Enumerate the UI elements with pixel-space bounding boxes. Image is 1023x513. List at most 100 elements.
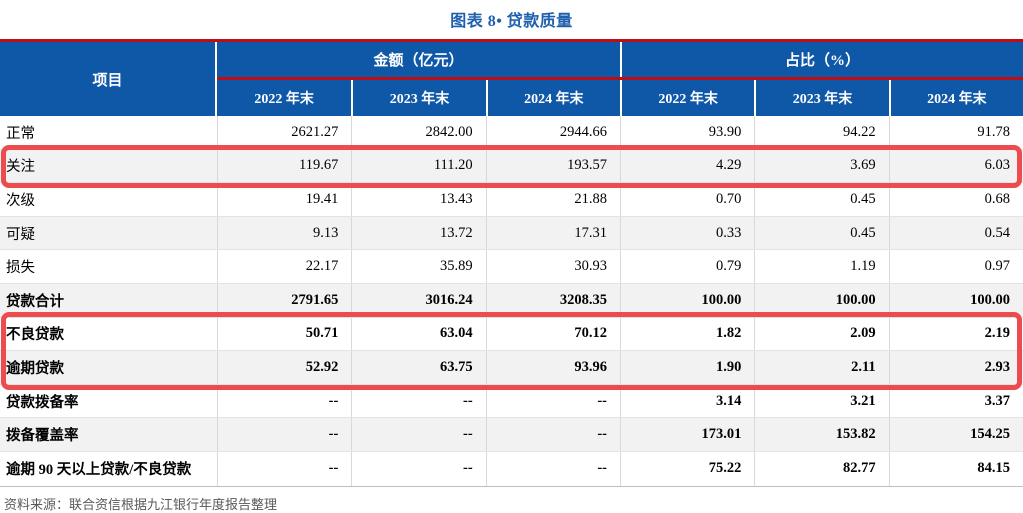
- table-row-overdue-loans: 逾期贷款 52.92 63.75 93.96 1.90 2.11 2.93: [0, 351, 1023, 385]
- cell: 91.78: [888, 116, 1023, 149]
- cell: 2791.65: [217, 283, 351, 317]
- loan-quality-table: 项目 金额（亿元） 占比（%） 2022 年末 2023 年末 2024 年末 …: [0, 39, 1023, 487]
- cell: 4.29: [619, 149, 754, 183]
- cell: 19.41: [217, 183, 351, 216]
- table-top-accent-line: [0, 39, 1023, 42]
- header-group-row: 金额（亿元） 占比（%）: [217, 42, 1023, 77]
- cell: 3016.24: [351, 283, 485, 317]
- cell: 100.00: [754, 283, 888, 317]
- cell: 75.22: [619, 451, 754, 486]
- cell: 52.92: [217, 351, 351, 384]
- cell: 63.75: [351, 351, 485, 384]
- table-row-loss: 损失 22.17 35.89 30.93 0.79 1.19 0.97: [0, 250, 1023, 284]
- row-label: 逾期 90 天以上贷款/不良贷款: [6, 462, 192, 479]
- cell: 0.45: [754, 183, 888, 216]
- cell: 100.00: [619, 283, 754, 317]
- cell: 1.19: [754, 250, 888, 283]
- cell: --: [217, 418, 351, 451]
- header-year-proportion-2022: 2022 年末: [619, 80, 754, 116]
- table-row-substandard: 次级 19.41 13.43 21.88 0.70 0.45 0.68: [0, 183, 1023, 217]
- header-item-column: 项目: [0, 42, 217, 116]
- cell: 0.33: [619, 216, 754, 250]
- header-year-proportion-2023: 2023 年末: [754, 80, 888, 116]
- cell: 3.69: [754, 149, 888, 183]
- cell: 50.71: [217, 317, 351, 351]
- table-row-npl: 不良贷款 50.71 63.04 70.12 1.82 2.09 2.19: [0, 317, 1023, 352]
- cell: 0.54: [888, 216, 1023, 250]
- cell: 0.70: [619, 183, 754, 216]
- cell: --: [351, 451, 485, 486]
- row-label: 逾期贷款: [6, 360, 64, 377]
- header-year-amount-2024: 2024 年末: [485, 80, 620, 116]
- table-row-special-mention: 关注 119.67 111.20 193.57 4.29 3.69 6.03: [0, 149, 1023, 184]
- row-label: 正常: [6, 125, 35, 142]
- cell: --: [485, 384, 620, 418]
- cell: 35.89: [351, 250, 485, 283]
- table-row-provision-coverage: 拨备覆盖率 -- -- -- 173.01 153.82 154.25: [0, 418, 1023, 452]
- cell: 6.03: [888, 149, 1023, 183]
- header-mid-accent-line: [217, 77, 1023, 80]
- cell: --: [351, 418, 485, 451]
- cell: 82.77: [754, 451, 888, 486]
- cell: 84.15: [888, 451, 1023, 486]
- cell: 94.22: [754, 116, 888, 149]
- cell: 9.13: [217, 216, 351, 250]
- cell: 2.93: [888, 351, 1023, 384]
- source-note: 资料来源：联合资信根据九江银行年度报告整理: [4, 496, 278, 512]
- cell: 119.67: [217, 149, 351, 183]
- header-year-proportion-2024: 2024 年末: [888, 80, 1023, 116]
- header-group-proportion: 占比（%）: [620, 42, 1023, 77]
- row-label: 次级: [6, 192, 35, 209]
- row-label: 损失: [6, 260, 35, 277]
- cell: 17.31: [485, 216, 620, 250]
- page-title: 图表 8• 贷款质量: [450, 13, 573, 30]
- cell: 0.45: [754, 216, 888, 250]
- cell: 111.20: [351, 149, 485, 183]
- cell: 0.97: [888, 250, 1023, 283]
- cell: --: [351, 384, 485, 418]
- table-body: 正常 2621.27 2842.00 2944.66 93.90 94.22 9…: [0, 116, 1023, 487]
- cell: 93.90: [619, 116, 754, 149]
- cell: 0.68: [888, 183, 1023, 216]
- row-label: 拨备覆盖率: [6, 428, 79, 445]
- cell: 2944.66: [485, 116, 620, 149]
- cell: 2621.27: [217, 116, 351, 149]
- cell: 3.37: [888, 384, 1023, 418]
- cell: 30.93: [485, 250, 620, 283]
- table-row-normal: 正常 2621.27 2842.00 2944.66 93.90 94.22 9…: [0, 116, 1023, 150]
- header-right-area: 金额（亿元） 占比（%） 2022 年末 2023 年末 2024 年末 202…: [217, 42, 1023, 116]
- cell: 154.25: [888, 418, 1023, 451]
- row-label: 关注: [6, 159, 35, 176]
- cell: 173.01: [619, 418, 754, 451]
- cell: 2.09: [754, 317, 888, 351]
- table-row-overdue90-to-npl: 逾期 90 天以上贷款/不良贷款 -- -- -- 75.22 82.77 84…: [0, 451, 1023, 486]
- cell: 21.88: [485, 183, 620, 216]
- header-year-amount-2023: 2023 年末: [351, 80, 485, 116]
- cell: --: [485, 451, 620, 486]
- cell: 2.11: [754, 351, 888, 384]
- cell: 193.57: [485, 149, 620, 183]
- cell: 2.19: [888, 317, 1023, 351]
- row-label: 贷款合计: [6, 293, 64, 310]
- header-group-amount: 金额（亿元）: [373, 53, 464, 69]
- cell: 13.43: [351, 183, 485, 216]
- cell: 100.00: [888, 283, 1023, 317]
- cell: 93.96: [485, 351, 620, 384]
- table-row-doubtful: 可疑 9.13 13.72 17.31 0.33 0.45 0.54: [0, 216, 1023, 251]
- cell: 13.72: [351, 216, 485, 250]
- cell: 22.17: [217, 250, 351, 283]
- table-row-total-loans: 贷款合计 2791.65 3016.24 3208.35 100.00 100.…: [0, 283, 1023, 318]
- cell: 70.12: [485, 317, 620, 351]
- cell: --: [485, 418, 620, 451]
- header-year-amount-2022: 2022 年末: [254, 92, 314, 107]
- row-label: 不良贷款: [6, 327, 64, 344]
- cell: 0.79: [619, 250, 754, 283]
- cell: 1.90: [619, 351, 754, 384]
- row-label: 贷款拨备率: [6, 394, 79, 411]
- cell: 63.04: [351, 317, 485, 351]
- cell: 3.21: [754, 384, 888, 418]
- cell: 1.82: [619, 317, 754, 351]
- cell: 153.82: [754, 418, 888, 451]
- table-row-provision-ratio: 贷款拨备率 -- -- -- 3.14 3.21 3.37: [0, 384, 1023, 419]
- row-label: 可疑: [6, 226, 35, 243]
